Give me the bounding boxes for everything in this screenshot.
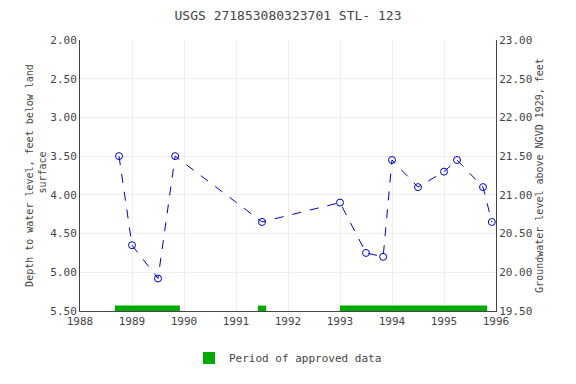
svg-text:1988: 1988 bbox=[67, 315, 94, 328]
svg-text:1993: 1993 bbox=[327, 315, 354, 328]
svg-text:1990: 1990 bbox=[171, 315, 198, 328]
svg-text:Depth to water level, feet bel: Depth to water level, feet below land su… bbox=[24, 64, 48, 287]
svg-text:19.50: 19.50 bbox=[499, 305, 532, 318]
svg-text:1995: 1995 bbox=[431, 315, 458, 328]
svg-text:4.00: 4.00 bbox=[50, 189, 77, 202]
svg-text:22.50: 22.50 bbox=[499, 73, 532, 86]
svg-text:20.50: 20.50 bbox=[499, 227, 532, 240]
svg-text:2.00: 2.00 bbox=[50, 34, 77, 47]
svg-text:USGS 271853080323701 STL- 123: USGS 271853080323701 STL- 123 bbox=[175, 8, 402, 23]
svg-text:2.50: 2.50 bbox=[50, 73, 77, 86]
svg-text:23.00: 23.00 bbox=[499, 34, 532, 47]
svg-text:1992: 1992 bbox=[275, 315, 302, 328]
svg-text:20.00: 20.00 bbox=[499, 266, 532, 279]
svg-text:1994: 1994 bbox=[379, 315, 406, 328]
svg-text:21.50: 21.50 bbox=[499, 150, 532, 163]
svg-text:1996: 1996 bbox=[483, 315, 510, 328]
svg-text:21.00: 21.00 bbox=[499, 189, 532, 202]
svg-text:22.00: 22.00 bbox=[499, 111, 532, 124]
svg-text:3.50: 3.50 bbox=[50, 150, 77, 163]
svg-text:Groundwater level above NGVD 1: Groundwater level above NGVD 1929, feet bbox=[534, 58, 545, 293]
svg-text:5.50: 5.50 bbox=[50, 305, 77, 318]
svg-text:1989: 1989 bbox=[119, 315, 146, 328]
svg-text:Period of approved data: Period of approved data bbox=[229, 352, 381, 365]
svg-text:5.00: 5.00 bbox=[50, 266, 77, 279]
svg-text:4.50: 4.50 bbox=[50, 227, 77, 240]
svg-text:1991: 1991 bbox=[223, 315, 250, 328]
svg-text:3.00: 3.00 bbox=[50, 111, 77, 124]
